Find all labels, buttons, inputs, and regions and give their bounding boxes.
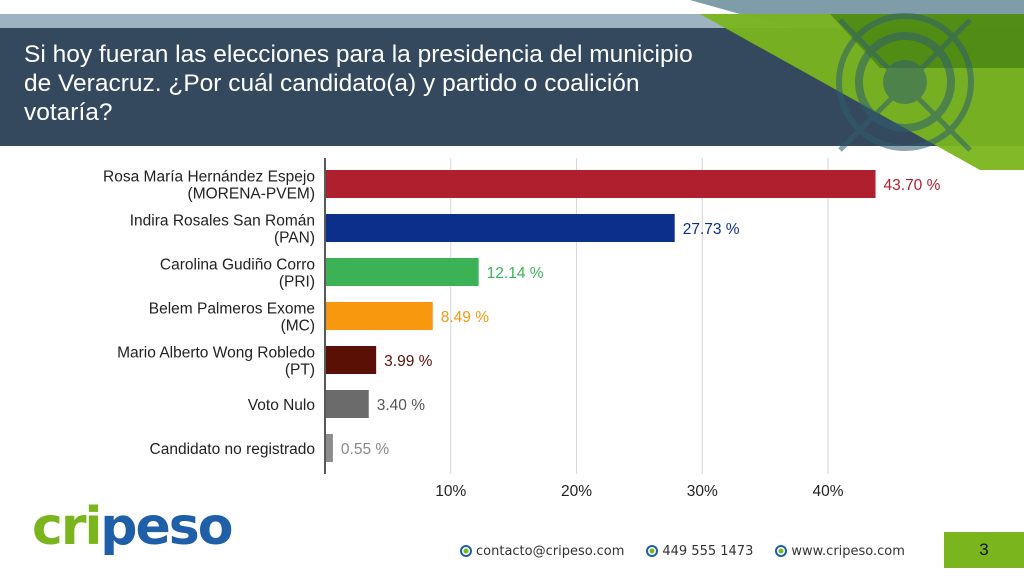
- x-tick-label: 30%: [687, 483, 718, 500]
- phone-text[interactable]: 449 555 1473: [662, 543, 754, 559]
- chart-grid: [324, 158, 829, 474]
- page-number: 3: [944, 532, 1024, 568]
- bar: [326, 302, 433, 330]
- category-label: Rosa María Hernández Espejo: [103, 169, 315, 186]
- x-tick-label: 40%: [812, 483, 843, 500]
- email-text[interactable]: contacto@cripeso.com: [476, 543, 625, 559]
- x-tick-label: 10%: [435, 483, 466, 500]
- data-label: 3.99 %: [384, 353, 432, 370]
- chart-ticks: 10% 20% 30% 40%: [435, 483, 843, 500]
- category-label: Belem Palmeros Exome: [149, 301, 315, 318]
- category-label: Mario Alberto Wong Robledo: [117, 345, 315, 362]
- footer-contacts: contacto@cripeso.com 449 555 1473 www.cr…: [460, 540, 905, 562]
- footer-website[interactable]: www.cripeso.com: [775, 544, 905, 559]
- bar-chart: 43.70 % Rosa María Hernández Espejo(MOREN…: [103, 158, 941, 500]
- bar: [326, 258, 479, 286]
- chart-labels: 43.70 % Rosa María Hernández Espejo(MOREN…: [103, 169, 941, 459]
- data-label: 12.14 %: [487, 265, 544, 282]
- globe-icon: [775, 545, 788, 557]
- category-label: Indira Rosales San Román: [130, 213, 315, 230]
- category-label: (MC): [281, 318, 315, 335]
- bar: [326, 346, 377, 374]
- cripeso-logo: cripeso: [32, 497, 233, 557]
- chart-bars: [326, 170, 876, 462]
- data-label: 0.55 %: [341, 441, 389, 458]
- footer-phone[interactable]: 449 555 1473: [646, 544, 753, 559]
- x-tick-label: 20%: [561, 483, 592, 500]
- data-label: 3.40 %: [377, 397, 425, 414]
- footer-email[interactable]: contacto@cripeso.com: [460, 544, 624, 559]
- bar: [326, 390, 369, 418]
- data-label: 27.73 %: [683, 221, 740, 238]
- category-label: (PT): [285, 362, 315, 379]
- category-label: (PAN): [274, 230, 315, 247]
- bar: [326, 214, 675, 242]
- category-label: (MORENA-PVEM): [188, 186, 315, 203]
- category-label: Candidato no registrado: [150, 441, 315, 458]
- data-label: 8.49 %: [441, 309, 489, 326]
- bar: [326, 170, 876, 198]
- phone-icon: [646, 545, 659, 557]
- category-label: Voto Nulo: [248, 397, 315, 414]
- page-title: Si hoy fueran las elecciones para la pre…: [24, 41, 693, 126]
- bar: [326, 434, 333, 462]
- website-text[interactable]: www.cripeso.com: [791, 543, 905, 559]
- email-icon: [460, 545, 472, 557]
- top-strip: [0, 0, 1024, 14]
- data-label: 43.70 %: [884, 177, 941, 194]
- category-label: (PRI): [279, 274, 315, 291]
- category-label: Carolina Gudiño Corro: [160, 257, 315, 274]
- title-band-accent: [0, 14, 1024, 28]
